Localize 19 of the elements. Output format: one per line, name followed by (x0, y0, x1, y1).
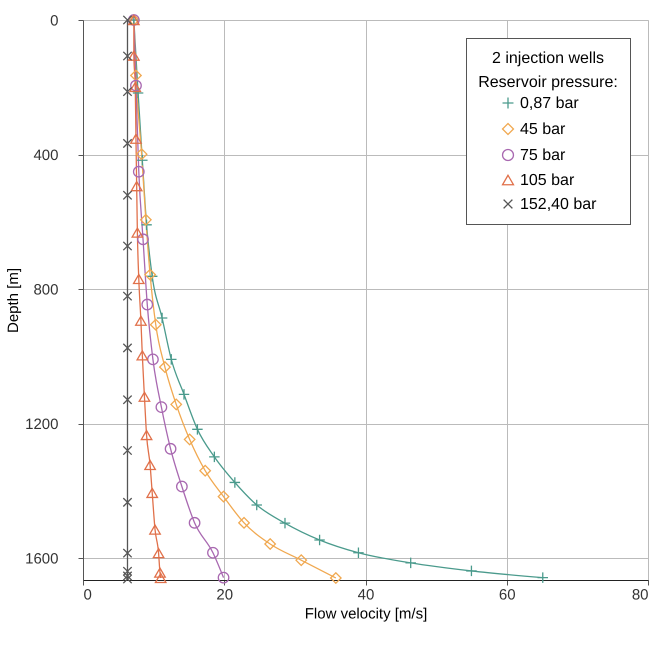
legend-title: Reservoir pressure: (478, 74, 618, 91)
y-tick-label: 800 (33, 282, 58, 299)
y-tick-label: 1200 (25, 416, 58, 434)
legend-label: 45 bar (520, 121, 566, 138)
x-tick-label: 0 (84, 586, 92, 604)
legend-label: 152,40 bar (520, 196, 598, 213)
x-tick-label: 60 (498, 586, 516, 604)
y-tick-label: 1600 (25, 550, 58, 568)
annotation: 2 injection wells (492, 50, 604, 67)
legend-label: 105 bar (520, 172, 575, 189)
x-tick-label: 20 (216, 586, 234, 604)
y-tick-label: 0 (50, 12, 58, 30)
legend-label: 0,87 bar (520, 95, 580, 112)
x-axis-title: Flow velocity [m/s] (304, 606, 428, 622)
legend-label: 75 bar (520, 147, 566, 164)
x-tick-label: 40 (358, 586, 374, 604)
x-tick-label: 80 (632, 586, 648, 604)
y-axis-title: Depth [m] (5, 268, 22, 334)
y-tick-label: 400 (33, 147, 58, 164)
